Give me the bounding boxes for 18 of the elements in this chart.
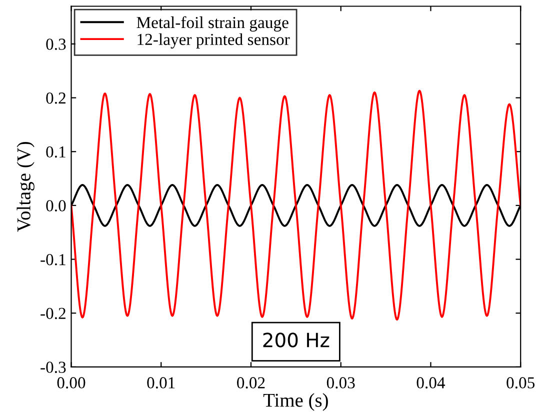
y-tick-label: 0.3	[46, 38, 66, 50]
y-axis-title: Voltage (V)	[16, 142, 34, 232]
x-tick-label: 0.02	[237, 377, 265, 388]
x-tick-label: 0.03	[326, 377, 355, 388]
y-tick-label: -0.2	[40, 308, 66, 320]
y-tick-label: 0.1	[46, 146, 66, 158]
y-tick-label: 0.0	[46, 200, 66, 212]
x-tick-label: 0.00	[57, 377, 86, 388]
x-tick-label: 0.05	[506, 377, 535, 388]
x-tick-label: 0.04	[416, 377, 446, 388]
x-axis-title: Time (s)	[263, 393, 328, 411]
y-tick-label: -0.3	[40, 362, 66, 373]
y-tick-label: -0.1	[40, 254, 66, 266]
y-tick-label: 0.2	[46, 92, 66, 104]
annotation: 200 Hz	[263, 332, 330, 348]
legend-label: 12-layer printed sensor	[138, 33, 290, 49]
x-tick-label: 0.01	[147, 377, 175, 388]
legend-label: Metal-foil strain gauge	[136, 16, 288, 32]
